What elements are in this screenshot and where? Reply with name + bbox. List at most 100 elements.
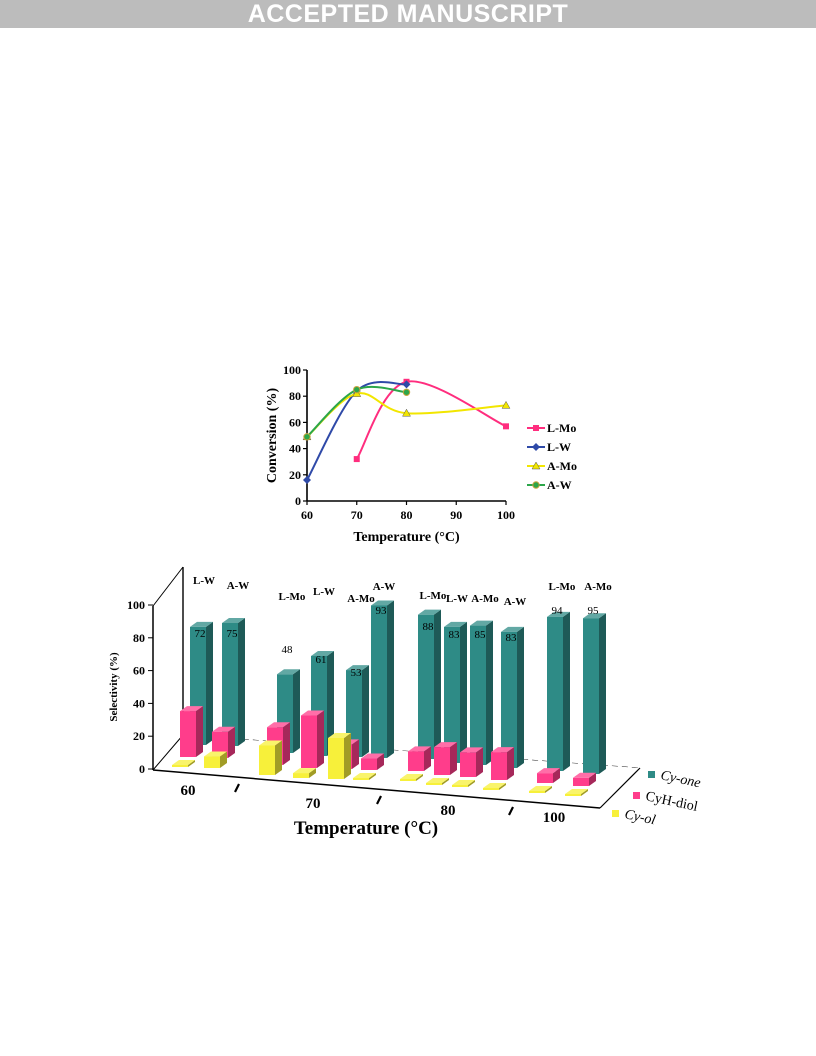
bar-cy-ol-100-a-mo-top bbox=[565, 789, 588, 794]
bar-cy-ol-70-l-w-top bbox=[293, 768, 316, 774]
bar-cyh-diol-80-a-w-top bbox=[491, 747, 514, 753]
bar-cy-ol-70-a-mo-side bbox=[344, 733, 351, 779]
bar-cyh-diol-70-l-mo-top bbox=[267, 722, 290, 728]
legend-label-cy-ol: Cy-ol bbox=[623, 807, 657, 828]
bar-cy-ol-70-l-mo-top bbox=[259, 740, 282, 746]
data-label-cy-one: 53 bbox=[351, 667, 363, 679]
y-tick-label: 40 bbox=[133, 696, 145, 710]
x-tick-label: 100 bbox=[497, 508, 515, 522]
data-label-cy-one: 48 bbox=[282, 644, 294, 656]
y-tick-label: 60 bbox=[133, 664, 145, 678]
bar-cyh-diol-70-a-mo-side bbox=[352, 739, 359, 769]
bar-cyh-diol-80-a-mo bbox=[460, 752, 476, 777]
data-point-a-mo bbox=[402, 408, 411, 417]
bar-cy-ol-80-l-w bbox=[426, 783, 442, 785]
bar-cyh-diol-60-l-w-side bbox=[196, 706, 203, 757]
bar-cy-ol-100-l-mo bbox=[529, 791, 545, 793]
data-point-a-w bbox=[402, 388, 411, 396]
legend-swatch-cy-one bbox=[648, 771, 655, 778]
back-wall-diagonal bbox=[152, 566, 184, 607]
bar-cyh-diol-70-a-w-side bbox=[377, 753, 384, 770]
y-tick-label: 20 bbox=[133, 729, 145, 743]
x-tick-label: 70 bbox=[351, 508, 363, 522]
bar-cy-one-100-l-mo-top bbox=[547, 611, 570, 617]
bar-cyh-diol-70-a-w bbox=[361, 758, 377, 770]
bar-cy-one-80-l-w-side bbox=[460, 621, 467, 763]
catalyst-label: L-W bbox=[313, 586, 335, 598]
legend-swatch-cy-ol bbox=[612, 810, 619, 817]
data-point-l-mo bbox=[503, 423, 509, 430]
bar-cy-one-80-l-mo bbox=[418, 614, 434, 759]
bar-cyh-diol-80-l-mo-top bbox=[408, 746, 431, 752]
bar-cyh-diol-70-l-mo-side bbox=[283, 722, 290, 765]
catalyst-label: L-W bbox=[193, 575, 215, 587]
data-label-cy-one: 95 bbox=[588, 605, 600, 617]
bar-cy-one-80-a-mo-top bbox=[470, 620, 493, 626]
bar-cy-one-80-l-mo-side bbox=[434, 609, 441, 759]
bar-cyh-diol-80-a-mo-side bbox=[476, 747, 483, 777]
data-label-cy-one: 83 bbox=[506, 632, 518, 644]
bar-cy-one-60-l-w-top bbox=[190, 621, 213, 627]
bar-cyh-diol-80-l-w-top bbox=[434, 742, 457, 748]
y-tick-label: 0 bbox=[139, 762, 145, 776]
bar-cy-one-70-l-w-side bbox=[327, 650, 334, 756]
catalyst-label: L-Mo bbox=[420, 590, 447, 602]
group-label-60: 60 bbox=[181, 783, 196, 799]
bar-cy-ol-80-l-mo bbox=[400, 779, 416, 781]
bar-cy-ol-60-l-w bbox=[172, 765, 188, 767]
bar-cy-one-70-l-w-top bbox=[311, 650, 334, 656]
bar-cy-ol-80-a-mo-top bbox=[452, 780, 475, 785]
y-tick-label: 0 bbox=[295, 494, 301, 508]
bar-cy-ol-70-a-w-top bbox=[353, 773, 376, 778]
y-tick-label: 100 bbox=[283, 363, 301, 377]
bar-cy-ol-80-l-mo-side bbox=[416, 774, 423, 781]
data-point-l-mo bbox=[353, 456, 360, 463]
bar-cyh-diol-70-l-w bbox=[301, 715, 317, 768]
bar-cy-one-100-a-mo-side bbox=[599, 613, 606, 774]
bar-cy-ol-70-a-w-side bbox=[369, 773, 376, 780]
bar-cy-one-80-l-w bbox=[444, 626, 460, 763]
y-axis-title: Selectivity (%) bbox=[108, 652, 120, 722]
data-label-cy-one: 83 bbox=[449, 629, 461, 641]
manuscript-banner: ACCEPTED MANUSCRIPT bbox=[0, 0, 816, 28]
bar-cyh-diol-60-a-w-side bbox=[228, 726, 235, 758]
bar-cyh-diol-80-a-w bbox=[491, 752, 507, 780]
x-axis-title: Temperature (°C) bbox=[353, 530, 460, 545]
legend-label-l-mo: L-Mo bbox=[547, 421, 576, 435]
bar-cy-one-80-l-mo-top bbox=[418, 609, 441, 615]
catalyst-label: A-W bbox=[373, 581, 396, 593]
bar-cyh-diol-60-a-w bbox=[212, 731, 228, 758]
bar-cy-ol-60-a-w-top bbox=[204, 751, 227, 757]
group-separator-mark bbox=[234, 783, 240, 793]
bar-cyh-diol-100-a-mo-top bbox=[573, 772, 596, 778]
bar-cy-ol-80-a-w-top bbox=[483, 783, 506, 788]
bar-cyh-diol-60-l-w-top bbox=[180, 706, 203, 712]
bar-cy-ol-80-a-w bbox=[483, 788, 499, 790]
bar-cy-ol-70-l-mo-side bbox=[275, 740, 282, 775]
bar-cy-ol-100-l-mo-top bbox=[529, 786, 552, 791]
y-tick-label: 60 bbox=[289, 415, 301, 429]
legend-label-a-w: A-W bbox=[547, 478, 572, 492]
bar-cy-ol-70-l-mo bbox=[259, 745, 275, 775]
bar-cy-one-60-a-w bbox=[222, 623, 238, 746]
legend-label-a-mo: A-Mo bbox=[547, 459, 577, 473]
bar-cy-one-70-l-mo-side bbox=[293, 669, 300, 753]
bar-cyh-diol-80-a-mo-top bbox=[460, 747, 483, 753]
bar-cyh-diol-70-a-w-top bbox=[361, 753, 384, 759]
bar-cyh-diol-80-a-w-side bbox=[507, 747, 514, 780]
line-series-l-mo bbox=[355, 380, 507, 460]
group-separator-mark bbox=[376, 795, 382, 805]
data-point-a-w bbox=[353, 385, 361, 394]
bar-cyh-diol-100-l-mo-top bbox=[537, 768, 560, 774]
bar-cy-ol-100-a-mo bbox=[565, 794, 581, 796]
data-label-cy-one: 75 bbox=[227, 628, 239, 640]
catalyst-label: L-Mo bbox=[279, 591, 306, 603]
bar-cyh-diol-100-l-mo-side bbox=[553, 768, 560, 783]
bar-cy-ol-80-a-mo bbox=[452, 785, 468, 787]
bar-cy-ol-60-l-w-top bbox=[172, 760, 195, 765]
data-label-cy-one: 85 bbox=[475, 629, 487, 641]
bar-cy-ol-80-l-w-side bbox=[442, 778, 449, 785]
group-label-80: 80 bbox=[441, 803, 456, 819]
legend-label-cyh-diol: CyH-diol bbox=[644, 789, 699, 815]
bar-cy-ol-80-l-w-top bbox=[426, 778, 449, 783]
